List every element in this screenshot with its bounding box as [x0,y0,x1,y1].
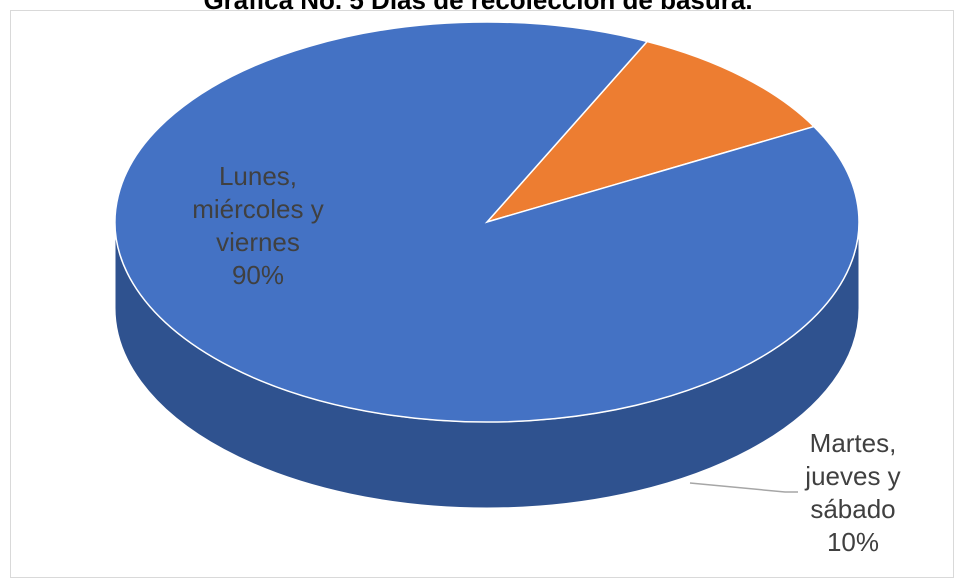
slice-label-line: Lunes, [219,161,297,191]
slice-label-line: viernes [216,227,300,257]
slice-value-label: 10% [827,527,879,557]
leader-line [689,482,798,493]
pie-slice-0 [114,21,860,423]
slice-value-label: 90% [232,260,284,290]
chart-title: Gráfica No. 5 Días de recolección de bas… [203,0,753,15]
slice-label-line: Martes, [810,428,897,458]
slice-label-line: jueves y [804,461,900,491]
slice-label-1: Martes, jueves y sábado 10% [804,428,900,557]
pie-slice-1 [484,40,816,224]
slice-label-line: sábado [810,494,895,524]
slice-label-line: miércoles y [192,194,323,224]
slice-label-0: Lunes, miércoles y viernes 90% [192,161,323,290]
